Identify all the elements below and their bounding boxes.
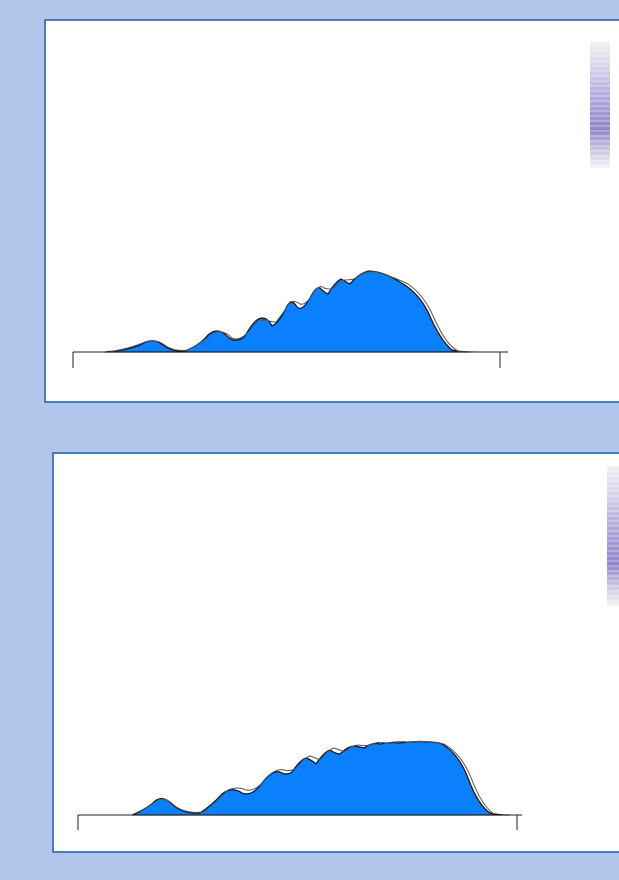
gel-lane-bands [607, 466, 619, 606]
gel-lane-bands [590, 42, 610, 168]
profile-outline [107, 271, 481, 353]
profile-fill [104, 270, 471, 353]
profile-fill [131, 740, 511, 816]
profile-outline [134, 740, 495, 816]
